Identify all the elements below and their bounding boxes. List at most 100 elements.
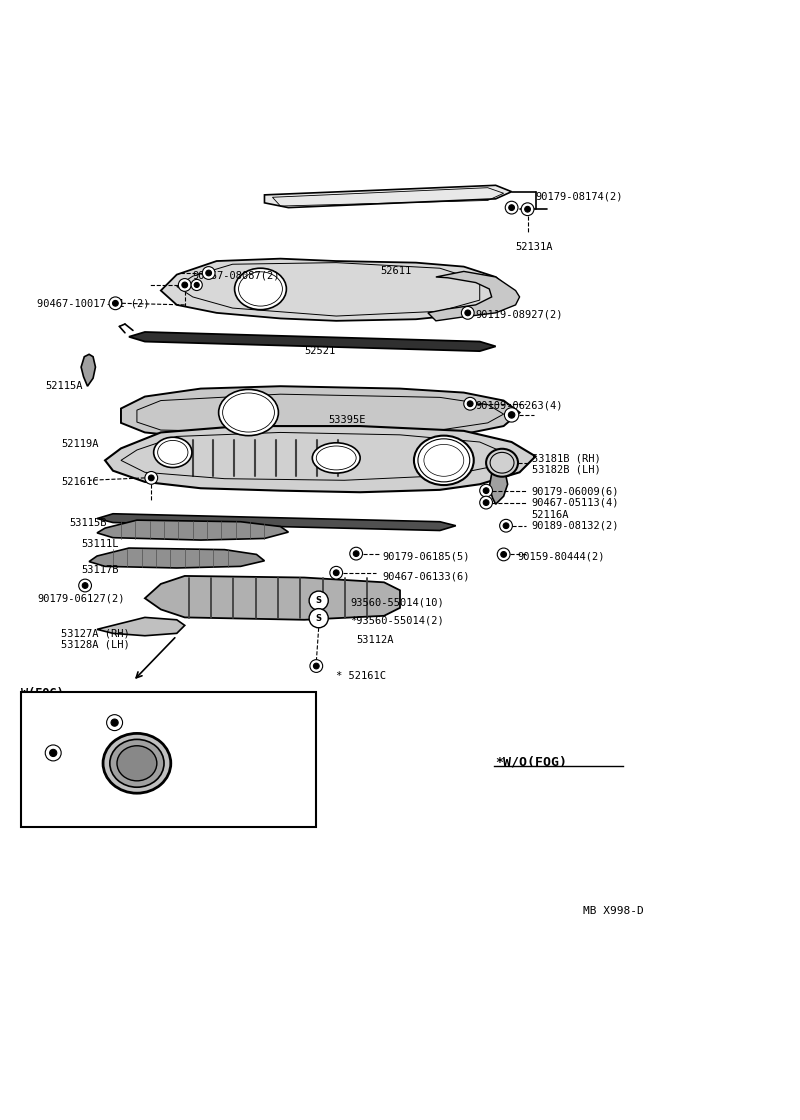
Text: *W/O(FOG): *W/O(FOG) <box>496 755 568 768</box>
Text: * 52161C: * 52161C <box>336 671 386 681</box>
Text: S: S <box>316 614 322 623</box>
Ellipse shape <box>506 202 518 214</box>
Ellipse shape <box>117 746 157 781</box>
Polygon shape <box>129 332 496 352</box>
Text: 53112A: 53112A <box>356 635 394 645</box>
Text: 93560-55014(10): 93560-55014(10) <box>350 597 444 607</box>
Text: 52115A: 52115A <box>46 381 82 391</box>
Ellipse shape <box>509 205 514 211</box>
Ellipse shape <box>148 475 154 480</box>
Ellipse shape <box>314 663 319 669</box>
Text: 52119A: 52119A <box>61 439 98 449</box>
Ellipse shape <box>464 398 477 410</box>
Polygon shape <box>161 259 512 320</box>
Ellipse shape <box>503 523 509 529</box>
Polygon shape <box>97 520 288 540</box>
Text: 53181B (RH): 53181B (RH) <box>531 454 600 464</box>
Ellipse shape <box>113 300 118 306</box>
Ellipse shape <box>103 734 170 793</box>
Text: 53117B: 53117B <box>81 564 118 575</box>
Ellipse shape <box>508 412 515 418</box>
Polygon shape <box>105 426 535 492</box>
Text: 90189-04156(2): 90189-04156(2) <box>73 712 161 722</box>
Ellipse shape <box>202 267 215 279</box>
Ellipse shape <box>354 551 359 557</box>
Text: 90467-08087(2): 90467-08087(2) <box>193 270 280 280</box>
Text: 90179-06009(6): 90179-06009(6) <box>531 486 619 496</box>
Text: 52521: 52521 <box>304 346 335 356</box>
Text: *93560-55014(2): *93560-55014(2) <box>350 616 444 626</box>
Ellipse shape <box>467 401 473 407</box>
Ellipse shape <box>309 591 328 610</box>
Text: 52131A: 52131A <box>515 242 553 252</box>
Ellipse shape <box>501 551 506 558</box>
Text: 90179-06185(5): 90179-06185(5) <box>382 551 470 561</box>
Ellipse shape <box>483 500 489 505</box>
Ellipse shape <box>218 390 278 436</box>
Text: 90119-08927(2): 90119-08927(2) <box>476 309 563 319</box>
Text: S: S <box>316 596 322 605</box>
Ellipse shape <box>182 282 188 288</box>
Text: W(FOG): W(FOG) <box>22 687 64 700</box>
Text: 90159-80444(2): 90159-80444(2) <box>517 551 605 561</box>
Ellipse shape <box>334 570 339 576</box>
Text: 90467-10017-11 (2): 90467-10017-11 (2) <box>38 298 150 308</box>
Ellipse shape <box>480 496 493 508</box>
Ellipse shape <box>191 279 202 290</box>
Text: 53127A (RH): 53127A (RH) <box>61 628 130 638</box>
Polygon shape <box>490 468 508 504</box>
Ellipse shape <box>310 660 322 672</box>
Ellipse shape <box>110 739 164 787</box>
Polygon shape <box>89 548 265 568</box>
Ellipse shape <box>309 608 328 628</box>
Text: 52161C: 52161C <box>61 477 98 487</box>
Ellipse shape <box>111 719 118 726</box>
Ellipse shape <box>145 472 158 484</box>
Polygon shape <box>428 271 519 320</box>
Text: 90467-05113(4): 90467-05113(4) <box>531 497 619 507</box>
Ellipse shape <box>194 282 199 288</box>
Text: 53111L: 53111L <box>81 539 118 549</box>
Ellipse shape <box>350 548 362 560</box>
Text: 90109-06263(4): 90109-06263(4) <box>476 400 563 410</box>
Ellipse shape <box>500 520 513 532</box>
Text: 90189-08132(2): 90189-08132(2) <box>531 521 619 531</box>
Text: 53182B (LH): 53182B (LH) <box>531 465 600 475</box>
Ellipse shape <box>82 582 88 588</box>
Polygon shape <box>265 185 512 207</box>
Ellipse shape <box>234 268 286 309</box>
Text: 53128A (LH): 53128A (LH) <box>61 640 130 650</box>
Ellipse shape <box>525 206 530 212</box>
Ellipse shape <box>206 270 211 276</box>
Ellipse shape <box>50 749 57 756</box>
Ellipse shape <box>465 310 470 316</box>
Text: 53127A (RH): 53127A (RH) <box>161 757 230 767</box>
Polygon shape <box>97 617 185 636</box>
Ellipse shape <box>521 203 534 215</box>
Bar <box>22 691 316 827</box>
Ellipse shape <box>46 745 61 760</box>
Ellipse shape <box>483 488 489 494</box>
Ellipse shape <box>505 408 518 422</box>
Polygon shape <box>145 576 400 619</box>
Text: 52116A: 52116A <box>531 510 569 520</box>
Polygon shape <box>81 354 95 386</box>
Ellipse shape <box>414 436 474 485</box>
Ellipse shape <box>154 437 192 467</box>
Polygon shape <box>121 386 519 440</box>
Text: 90179-06127(2): 90179-06127(2) <box>38 594 125 604</box>
Ellipse shape <box>480 484 493 497</box>
Polygon shape <box>97 514 456 531</box>
Ellipse shape <box>178 279 191 291</box>
Text: 53395E: 53395E <box>328 414 366 424</box>
Text: 90467-06133(6): 90467-06133(6) <box>382 571 470 581</box>
Ellipse shape <box>312 442 360 473</box>
Text: 90179-08174(2): 90179-08174(2) <box>535 192 623 202</box>
Ellipse shape <box>462 307 474 319</box>
Ellipse shape <box>330 567 342 579</box>
Text: 53128A (LH): 53128A (LH) <box>161 768 230 778</box>
Ellipse shape <box>106 715 122 730</box>
Text: 53115B: 53115B <box>69 519 106 529</box>
Ellipse shape <box>486 449 518 477</box>
Text: 52611: 52611 <box>380 267 411 277</box>
